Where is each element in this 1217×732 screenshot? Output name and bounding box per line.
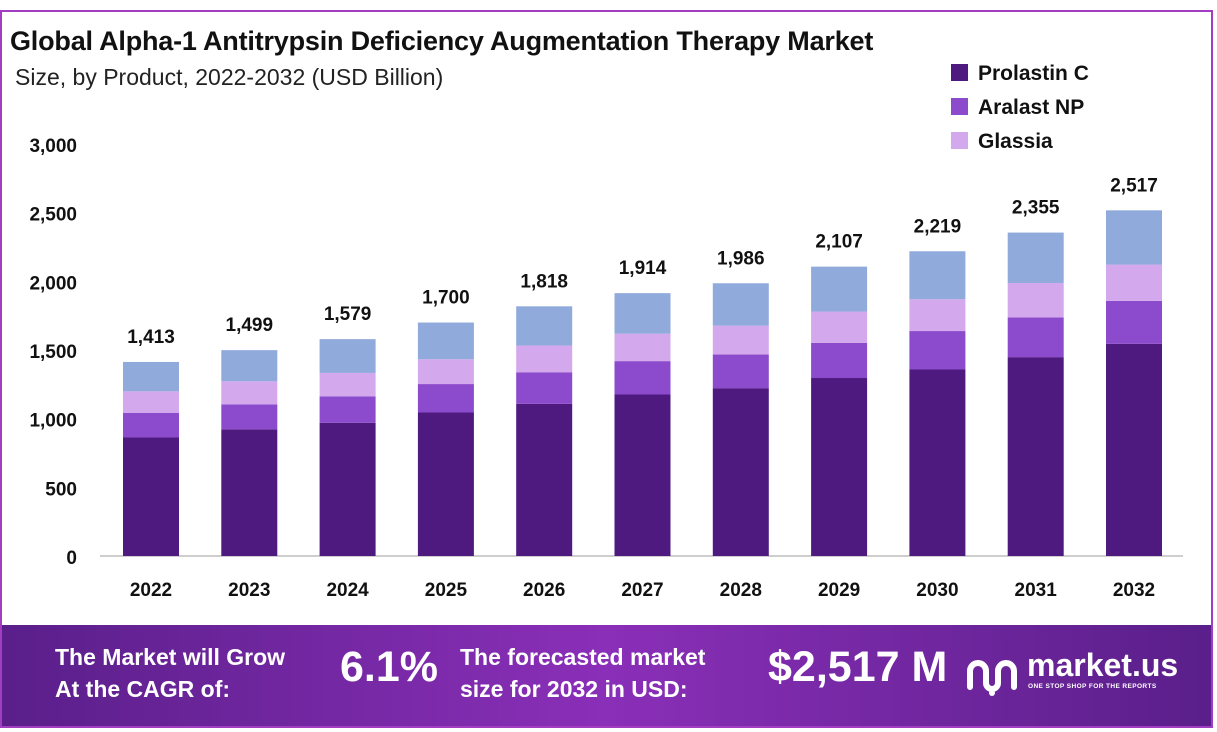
legend-swatch xyxy=(951,98,968,115)
bar-total-label: 1,914 xyxy=(619,258,667,279)
bar-segment-other xyxy=(811,266,868,312)
bar-segment-other xyxy=(123,361,179,392)
bar-segment-aralast-np xyxy=(417,384,474,413)
bar-total-label: 2,355 xyxy=(1012,198,1060,219)
cagr-text-line1: The Market will Grow xyxy=(55,644,286,670)
bar-total-label: 1,700 xyxy=(422,288,470,309)
bar-segment-aralast-np xyxy=(1106,300,1162,344)
bar-segment-aralast-np xyxy=(614,361,671,395)
bar-segment-prolastin-c xyxy=(319,422,376,556)
x-tick-label: 2032 xyxy=(1113,580,1155,601)
cagr-text-line2: At the CAGR of: xyxy=(55,676,231,702)
bar-segment-glassia xyxy=(221,381,278,405)
bar-segment-other xyxy=(614,293,671,334)
x-tick-label: 2022 xyxy=(130,580,172,601)
bar-segment-prolastin-c xyxy=(1106,343,1162,556)
bar-segment-other xyxy=(1007,232,1064,283)
bar-segment-other xyxy=(909,251,966,300)
y-tick-label: 0 xyxy=(66,548,77,569)
bar-total-label: 2,517 xyxy=(1110,175,1158,196)
bar-segment-aralast-np xyxy=(221,404,278,430)
bar-segment-glassia xyxy=(614,333,671,362)
cagr-value: 6.1% xyxy=(340,643,439,691)
brand-tagline: ONE STOP SHOP FOR THE REPORTS xyxy=(1028,683,1157,690)
y-tick-label: 1,000 xyxy=(29,411,77,432)
bar-segment-prolastin-c xyxy=(123,437,179,556)
bar-segment-prolastin-c xyxy=(417,412,474,556)
x-tick-label: 2025 xyxy=(425,580,468,601)
x-tick-label: 2031 xyxy=(1015,580,1058,601)
bar-segment-other xyxy=(712,283,769,326)
bar-total-label: 1,413 xyxy=(127,327,175,348)
brand-name: market.us xyxy=(1027,647,1179,683)
bar-segment-aralast-np xyxy=(712,354,769,389)
forecast-value: $2,517 M xyxy=(768,643,948,691)
x-tick-label: 2030 xyxy=(916,580,958,601)
bar-segment-glassia xyxy=(1106,264,1162,301)
bar-total-label: 1,986 xyxy=(717,248,765,269)
forecast-text-line1: The forecasted market xyxy=(460,644,706,670)
bar-segment-prolastin-c xyxy=(516,403,573,556)
legend-label: Aralast NP xyxy=(978,96,1084,119)
bar-segment-glassia xyxy=(811,311,868,343)
bar-total-label: 2,219 xyxy=(914,216,962,237)
bar-segment-other xyxy=(1106,210,1162,265)
x-tick-label: 2026 xyxy=(523,580,565,601)
bar-segment-glassia xyxy=(712,325,769,355)
chart-subtitle: Size, by Product, 2022-2032 (USD Billion… xyxy=(15,64,444,90)
bar-segment-glassia xyxy=(319,372,376,397)
bar-segment-aralast-np xyxy=(319,396,376,423)
y-tick-label: 3,000 xyxy=(29,136,77,157)
bar-segment-glassia xyxy=(516,345,573,373)
x-tick-label: 2027 xyxy=(621,580,663,601)
bar-segment-prolastin-c xyxy=(221,429,278,556)
stacked-bar-chart: 0 500 1,000 1,500 2,000 2,500 3,000 1,413 2022 1,… xyxy=(29,62,1183,601)
bar-segment-prolastin-c xyxy=(614,394,671,556)
forecast-text-line2: size for 2032 in USD: xyxy=(460,676,688,702)
legend-swatch xyxy=(951,132,968,149)
bar-segment-other xyxy=(417,322,474,360)
bar-segment-glassia xyxy=(417,359,474,385)
bar-segment-other xyxy=(516,306,573,346)
bar-segment-aralast-np xyxy=(516,372,573,404)
x-tick-label: 2023 xyxy=(228,580,270,601)
bar-segment-aralast-np xyxy=(811,342,868,379)
legend-label: Glassia xyxy=(978,130,1053,153)
chart-title: Global Alpha-1 Antitrypsin Deficiency Au… xyxy=(10,26,874,56)
bar-segment-prolastin-c xyxy=(712,388,769,556)
y-tick-label: 500 xyxy=(45,479,77,500)
bar-segment-glassia xyxy=(123,391,179,413)
bar-segment-prolastin-c xyxy=(811,378,868,556)
bar-segment-prolastin-c xyxy=(909,369,966,556)
bar-total-label: 1,579 xyxy=(324,304,372,325)
x-tick-label: 2024 xyxy=(326,580,369,601)
bar-segment-aralast-np xyxy=(123,412,179,438)
market-us-logo-icon xyxy=(967,660,1017,696)
bar-segment-glassia xyxy=(909,299,966,332)
bar-total-label: 2,107 xyxy=(815,232,863,253)
bar-segment-glassia xyxy=(1007,282,1064,318)
bar-segment-other xyxy=(221,350,278,382)
bar-total-label: 1,818 xyxy=(520,271,568,292)
footer-banner: The Market will Grow At the CAGR of: 6.1… xyxy=(2,625,1211,726)
bar-segment-aralast-np xyxy=(909,331,966,370)
bar-total-label: 1,499 xyxy=(226,315,274,336)
bar-segment-aralast-np xyxy=(1007,317,1064,358)
y-tick-label: 1,500 xyxy=(29,342,77,363)
y-tick-label: 2,500 xyxy=(29,205,77,226)
bar-segment-prolastin-c xyxy=(1007,357,1064,556)
y-tick-label: 2,000 xyxy=(29,273,77,294)
x-tick-label: 2028 xyxy=(720,580,762,601)
legend-swatch xyxy=(951,64,968,81)
bar-segment-other xyxy=(319,339,376,373)
x-tick-label: 2029 xyxy=(818,580,860,601)
legend-label: Prolastin C xyxy=(978,62,1089,85)
